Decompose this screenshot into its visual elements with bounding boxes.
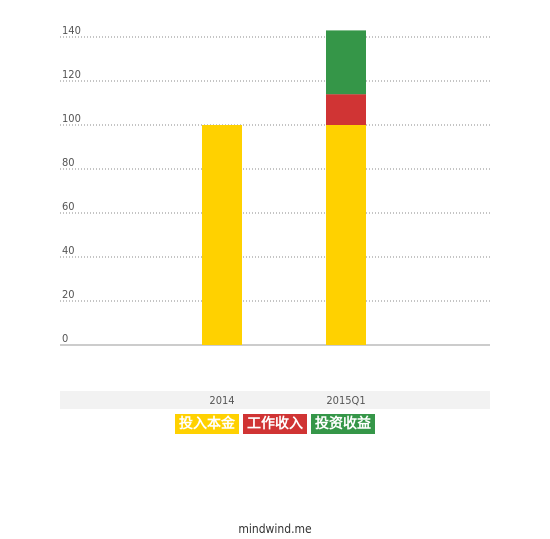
- bar-segment: [326, 125, 366, 345]
- y-tick-label: 20: [62, 288, 75, 301]
- x-category-label: 2014: [209, 394, 234, 407]
- y-tick-label: 80: [62, 156, 75, 169]
- bar-segment: [326, 30, 366, 95]
- y-tick-label: 40: [62, 244, 75, 257]
- y-tick-label: 140: [62, 24, 81, 37]
- bar-segment: [326, 94, 366, 125]
- y-tick-label: 0: [62, 332, 68, 345]
- legend-item: 投入本金: [175, 414, 239, 434]
- y-tick-label: 100: [62, 112, 81, 125]
- y-tick-label: 60: [62, 200, 75, 213]
- y-axis-ticks: 0 20 40 60 80 100 120 140: [62, 24, 81, 345]
- footer-credit: mindwind.me: [238, 522, 312, 536]
- x-axis-categories: 2014 2015Q1: [209, 394, 365, 407]
- legend-item: 投资收益: [311, 414, 375, 434]
- category-band: [60, 391, 490, 409]
- y-tick-label: 120: [62, 68, 81, 81]
- stacked-bar-chart: 0 20 40 60 80 100 120 140 2014 2015Q1: [60, 24, 490, 409]
- grid-lines: [60, 36, 490, 346]
- bars: [202, 30, 366, 345]
- legend: 投入本金 工作收入 投资收益: [0, 414, 550, 434]
- legend-item: 工作收入: [243, 414, 307, 434]
- x-category-label: 2015Q1: [326, 394, 365, 407]
- bar-segment: [202, 125, 242, 345]
